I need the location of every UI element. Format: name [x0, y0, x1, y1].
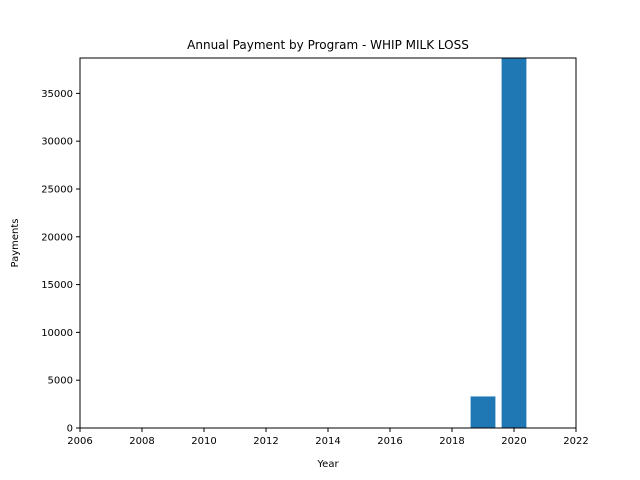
chart-title: Annual Payment by Program - WHIP MILK LO…: [187, 38, 469, 52]
y-tick-label: 15000: [41, 280, 73, 291]
y-axis-ticks: 0 5000 10000 15000 20000 25000 30000 35000: [41, 89, 80, 435]
bar-2019: [470, 396, 496, 428]
x-tick-label: 2022: [563, 436, 588, 447]
y-tick-label: 0: [67, 424, 73, 435]
x-tick-label: 2014: [315, 436, 340, 447]
x-tick-label: 2010: [191, 436, 216, 447]
x-tick-label: 2008: [129, 436, 154, 447]
bar-2020: [501, 58, 527, 428]
y-axis-label: Payments: [10, 219, 21, 268]
x-axis-label: Year: [316, 459, 339, 470]
y-tick-label: 30000: [41, 137, 73, 148]
y-tick-label: 35000: [41, 89, 73, 100]
y-tick-label: 20000: [41, 232, 73, 243]
x-tick-label: 2020: [501, 436, 526, 447]
bars-group: [470, 58, 527, 428]
x-tick-label: 2018: [439, 436, 464, 447]
y-tick-label: 10000: [41, 328, 73, 339]
y-tick-label: 25000: [41, 184, 73, 195]
x-tick-label: 2012: [253, 436, 278, 447]
y-tick-label: 5000: [48, 376, 73, 387]
x-tick-label: 2006: [67, 436, 92, 447]
x-axis-ticks: 2006 2008 2010 2012 2014 2016 2018 2020 2022: [67, 428, 589, 447]
x-tick-label: 2016: [377, 436, 402, 447]
